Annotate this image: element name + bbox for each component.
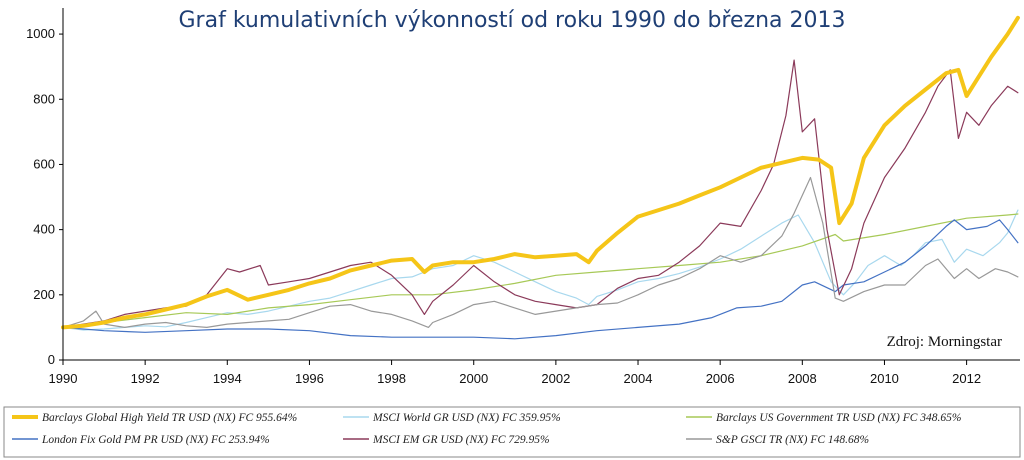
legend-label: MSCI World GR USD (NX) FC 359.95% <box>372 412 561 424</box>
x-tick-label: 2002 <box>541 371 570 386</box>
x-tick-label: 2010 <box>870 371 899 386</box>
plot-area <box>61 15 1020 340</box>
legend-box <box>3 406 1021 458</box>
legend-label: Barclays Global High Yield TR USD (NX) F… <box>42 412 297 424</box>
y-tick-label: 200 <box>33 287 55 302</box>
series-line-3 <box>62 219 1019 340</box>
legend-label: MSCI EM GR USD (NX) FC 729.95% <box>372 434 550 446</box>
legend-label: London Fix Gold PM PR USD (NX) FC 253.94… <box>41 434 270 446</box>
x-tick-label: 2000 <box>459 371 488 386</box>
x-tick-label: 2008 <box>788 371 817 386</box>
x-tick-label: 2004 <box>624 371 653 386</box>
x-tick-label: 2006 <box>706 371 735 386</box>
series-line-4 <box>62 59 1019 328</box>
legend-label: Barclays US Government TR USD (NX) FC 34… <box>716 412 962 424</box>
x-tick-label: 1990 <box>49 371 78 386</box>
legend: Barclays Global High Yield TR USD (NX) F… <box>12 412 962 446</box>
series-line-5 <box>62 176 1019 328</box>
series-line-0 <box>61 15 1020 330</box>
y-tick-label: 800 <box>33 91 55 106</box>
chart-title: Graf kumulativních výkonností od roku 19… <box>179 8 846 33</box>
series-line-2 <box>62 213 1019 328</box>
x-tick-label: 1996 <box>295 371 324 386</box>
source-note: Zdroj: Morningstar <box>887 334 1002 350</box>
x-tick-label: 2012 <box>952 371 981 386</box>
y-tick-label: 1000 <box>26 26 55 41</box>
y-tick-label: 400 <box>33 222 55 237</box>
legend-label: S&P GSCI TR (NX) FC 148.68% <box>716 434 869 446</box>
series-line-1 <box>62 209 1019 331</box>
y-tick-label: 600 <box>33 156 55 171</box>
x-tick-label: 1992 <box>131 371 160 386</box>
x-tick-label: 1994 <box>213 371 242 386</box>
x-tick-label: 1998 <box>377 371 406 386</box>
y-axis: 0 200 400 600 800 1000 <box>26 26 63 367</box>
y-tick-label: 0 <box>48 352 55 367</box>
x-axis: 1990 1992 1994 1996 1998 2000 2002 2004 2006 2008… <box>49 360 981 386</box>
